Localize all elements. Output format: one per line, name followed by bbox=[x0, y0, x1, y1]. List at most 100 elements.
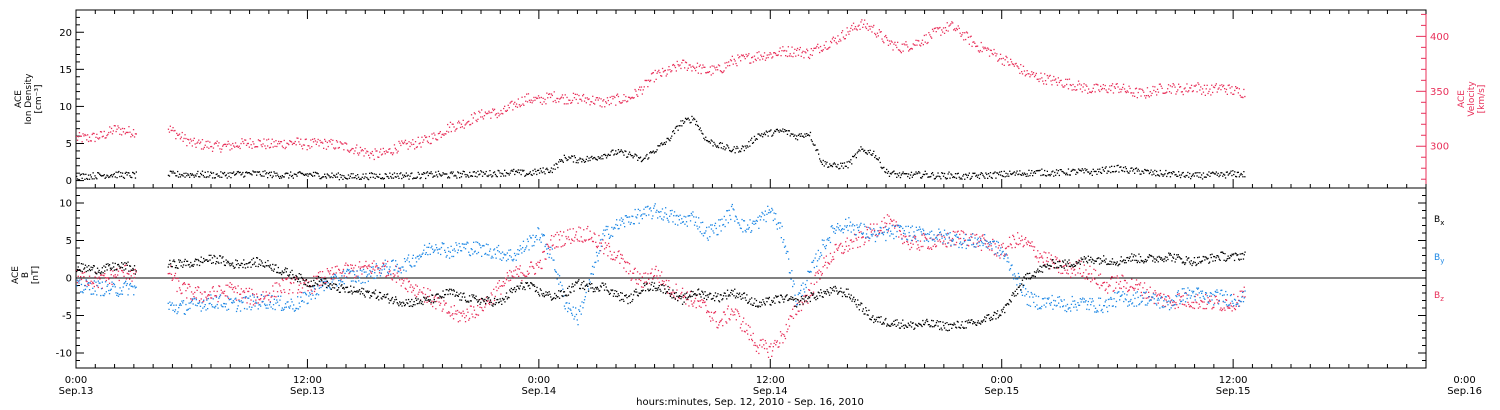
bz-point bbox=[405, 288, 407, 290]
by-point bbox=[216, 303, 218, 306]
bz-point bbox=[1221, 308, 1224, 310]
by-point bbox=[824, 247, 827, 250]
by-point bbox=[236, 308, 238, 310]
velocity-point bbox=[1101, 87, 1104, 90]
by-point bbox=[624, 226, 626, 228]
by-point bbox=[866, 236, 868, 238]
density-point bbox=[126, 174, 128, 176]
velocity-point bbox=[517, 98, 519, 100]
velocity-point bbox=[647, 86, 649, 88]
bz-point bbox=[889, 222, 891, 225]
bz-point bbox=[640, 286, 643, 288]
density-point bbox=[252, 170, 254, 172]
by-point bbox=[869, 237, 871, 240]
bz-point bbox=[178, 287, 181, 289]
density-point bbox=[978, 177, 981, 180]
by-point bbox=[412, 254, 414, 256]
density-point bbox=[1023, 172, 1026, 174]
velocity-point bbox=[637, 95, 639, 97]
velocity-point bbox=[173, 130, 175, 132]
velocity-point bbox=[877, 35, 879, 37]
bz-point bbox=[1133, 289, 1135, 291]
density-point bbox=[699, 127, 701, 129]
by-point bbox=[468, 254, 471, 256]
velocity-point bbox=[380, 154, 383, 156]
density-point bbox=[292, 177, 294, 179]
bz-point bbox=[1213, 306, 1215, 309]
density-point bbox=[192, 174, 194, 176]
velocity-point bbox=[256, 146, 259, 148]
velocity-point bbox=[108, 131, 110, 134]
by-point bbox=[222, 306, 224, 308]
bz-point bbox=[464, 317, 466, 319]
by-point bbox=[129, 284, 131, 286]
bz-point bbox=[111, 283, 113, 285]
density-point bbox=[729, 150, 732, 152]
velocity-point bbox=[721, 72, 723, 74]
velocity-point bbox=[662, 71, 665, 73]
by-point bbox=[736, 218, 738, 220]
bz-point bbox=[691, 303, 693, 305]
velocity-point bbox=[897, 41, 899, 43]
by-point bbox=[500, 252, 502, 255]
density-point bbox=[459, 177, 461, 179]
density-point bbox=[1192, 173, 1194, 175]
bz-point bbox=[290, 282, 292, 285]
velocity-point bbox=[293, 142, 295, 144]
bz-point bbox=[865, 226, 868, 228]
velocity-point bbox=[476, 120, 478, 123]
velocity-point bbox=[663, 70, 666, 72]
by-point bbox=[591, 265, 594, 268]
bz-point bbox=[250, 299, 252, 301]
by-point bbox=[730, 205, 733, 208]
density-point bbox=[595, 158, 598, 161]
velocity-point bbox=[669, 69, 671, 71]
velocity-point bbox=[909, 49, 911, 51]
by-point bbox=[394, 269, 396, 271]
density-point bbox=[319, 177, 321, 180]
bz-point bbox=[345, 262, 347, 264]
density-point bbox=[538, 172, 541, 174]
by-point bbox=[330, 276, 332, 278]
by-point bbox=[319, 281, 321, 283]
velocity-point bbox=[792, 56, 794, 58]
bz-point bbox=[890, 220, 893, 222]
bz-point bbox=[269, 301, 271, 303]
bz-point bbox=[643, 272, 645, 275]
velocity-point bbox=[946, 22, 948, 24]
velocity-point bbox=[443, 134, 445, 136]
by-point bbox=[503, 253, 505, 255]
density-point bbox=[1078, 169, 1081, 171]
density-point bbox=[705, 136, 707, 138]
by-point bbox=[210, 294, 212, 296]
bz-point bbox=[738, 315, 741, 317]
density-point bbox=[909, 177, 911, 179]
density-point bbox=[847, 167, 849, 169]
bz-point bbox=[1144, 292, 1147, 294]
velocity-point bbox=[520, 104, 522, 106]
density-point bbox=[965, 173, 967, 175]
by-point bbox=[721, 218, 723, 220]
velocity-point bbox=[620, 102, 622, 104]
bz-point bbox=[962, 230, 964, 233]
velocity-point bbox=[529, 101, 531, 103]
bz-point bbox=[1119, 287, 1121, 289]
by-point bbox=[643, 208, 645, 210]
by-point bbox=[293, 310, 296, 312]
density-point bbox=[934, 177, 936, 180]
density-point bbox=[739, 150, 741, 152]
velocity-point bbox=[1125, 91, 1127, 94]
bz-point bbox=[918, 249, 921, 251]
bz-point bbox=[599, 242, 601, 244]
velocity-point bbox=[110, 131, 112, 133]
velocity-point bbox=[734, 60, 736, 62]
by-point bbox=[233, 301, 235, 303]
density-point bbox=[81, 177, 83, 179]
density-point bbox=[947, 173, 949, 175]
density-point bbox=[1198, 176, 1200, 178]
by-point bbox=[333, 276, 335, 278]
bz-point bbox=[1129, 286, 1131, 288]
bz-point bbox=[513, 276, 516, 279]
by-point bbox=[566, 302, 568, 304]
velocity-point bbox=[1155, 91, 1157, 93]
